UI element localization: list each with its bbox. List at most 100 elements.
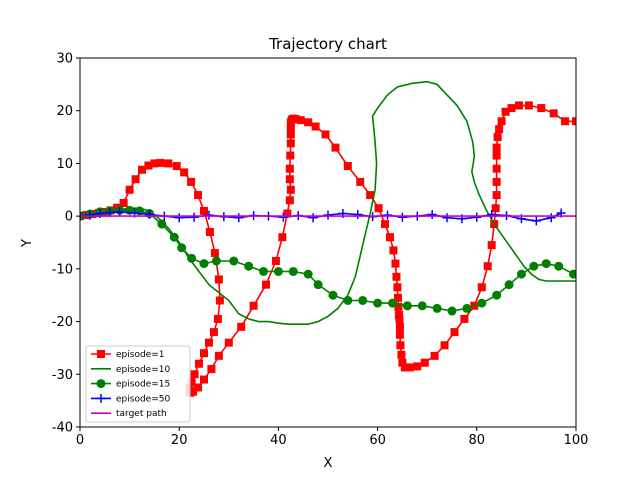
data-point (405, 363, 414, 372)
data-point (366, 191, 375, 200)
y-axis-label: Y (20, 239, 35, 248)
legend: episode=1 episode=10 episode=15 episode=50 t… (85, 345, 191, 423)
legend-marker (97, 350, 105, 358)
data-point (413, 362, 422, 371)
data-point (187, 378, 196, 387)
data-point (549, 109, 558, 118)
x-tick-label: 20 (171, 433, 188, 448)
data-point (194, 191, 203, 200)
data-point (447, 306, 457, 316)
data-point (303, 269, 313, 279)
data-point (200, 349, 208, 358)
data-point (492, 177, 501, 186)
data-point (393, 293, 402, 302)
data-point (195, 359, 204, 368)
x-tick-label: 40 (270, 433, 287, 448)
data-point (537, 104, 546, 113)
data-point (244, 261, 254, 271)
legend-label: episode=50 (116, 394, 170, 404)
data-point (492, 191, 501, 200)
data-point (516, 269, 526, 279)
data-point (286, 130, 295, 139)
data-point (472, 212, 482, 222)
data-point (572, 117, 576, 126)
data-point (286, 185, 295, 194)
data-point (285, 196, 294, 205)
data-point (420, 358, 429, 367)
data-point (229, 256, 239, 266)
legend-label: episode=1 (116, 350, 164, 360)
data-point (224, 338, 233, 347)
data-point (497, 117, 506, 126)
data-point (115, 207, 125, 217)
data-point (507, 104, 516, 113)
data-point (321, 130, 330, 139)
data-point (356, 177, 365, 186)
data-point (211, 256, 221, 266)
plot-frame (79, 57, 577, 428)
data-point (189, 212, 199, 222)
data-point (529, 261, 539, 271)
data-point (296, 116, 305, 125)
data-point (397, 212, 407, 222)
data-point (190, 370, 199, 379)
data-point (392, 272, 401, 281)
data-point (343, 295, 353, 305)
data-point (172, 162, 181, 171)
y-tick-label: -10 (52, 262, 73, 277)
legend-marker (96, 379, 106, 389)
data-point (286, 151, 295, 160)
data-point (286, 139, 295, 148)
data-point (394, 302, 403, 311)
data-point (514, 101, 523, 110)
data-point (304, 118, 313, 127)
series-episode-1 (80, 101, 576, 397)
data-point (207, 365, 216, 374)
data-point (417, 301, 427, 311)
y-tick-label: 0 (65, 210, 73, 225)
legend-marker (96, 393, 106, 403)
data-point (234, 213, 244, 223)
data-point (531, 216, 541, 226)
data-point (144, 210, 154, 220)
chart-title: Trajectory chart (268, 35, 387, 53)
data-point (487, 241, 496, 250)
data-point (204, 338, 213, 347)
data-point (487, 210, 497, 220)
data-point (285, 175, 294, 184)
data-point (85, 210, 95, 220)
data-point (389, 246, 398, 255)
data-point (393, 283, 402, 292)
data-point (210, 249, 219, 258)
y-tick-label: -30 (52, 368, 73, 383)
data-point (271, 256, 280, 265)
data-point (288, 266, 298, 276)
data-point (493, 133, 502, 142)
data-point (150, 159, 159, 168)
legend-label: episode=15 (116, 380, 170, 390)
data-point (131, 175, 140, 184)
data-point (286, 123, 295, 132)
data-point (331, 143, 340, 152)
data-point (391, 259, 400, 268)
data-point (214, 351, 223, 360)
y-tick-label: 20 (56, 104, 73, 119)
data-point (561, 117, 570, 126)
data-point (477, 298, 487, 308)
data-point (440, 341, 449, 350)
legend-box (85, 345, 191, 423)
data-point (323, 210, 333, 220)
data-point (214, 275, 223, 284)
y-tick-label: -40 (52, 421, 73, 436)
data-point (398, 358, 407, 367)
data-point (462, 303, 472, 313)
data-point (213, 314, 222, 323)
legend-item: episode=15 (91, 379, 170, 390)
data-point (283, 209, 292, 218)
data-point (569, 269, 576, 279)
data-point (492, 164, 501, 173)
data-point (381, 220, 390, 229)
x-tick-label: 100 (564, 433, 589, 448)
data-point (394, 310, 403, 319)
